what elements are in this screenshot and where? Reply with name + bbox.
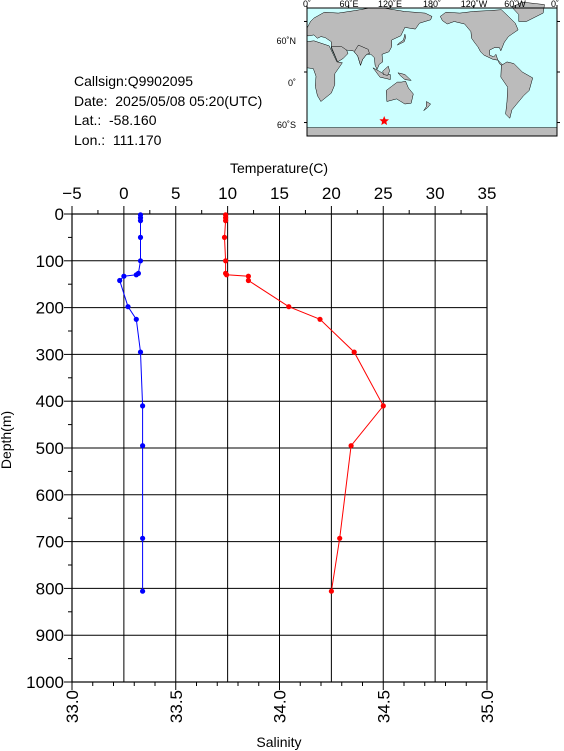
depth-tick-3: 300 <box>36 345 64 364</box>
temp-tick-7: 30 <box>426 184 445 203</box>
depth-tick-9: 900 <box>36 626 64 645</box>
temperature-point-2 <box>223 218 229 224</box>
map-lat-tick-1: 0˚ <box>288 78 296 88</box>
salinity-points <box>117 212 146 594</box>
depth-tick-10: 1000 <box>26 673 64 692</box>
temp-tick-5: 20 <box>322 184 341 203</box>
new-guinea <box>397 72 412 81</box>
salinity-point-14 <box>140 535 146 541</box>
salinity-point-11 <box>137 349 144 355</box>
temp-tick-4: 15 <box>270 184 289 203</box>
antarctica <box>307 127 557 136</box>
temperature-point-4 <box>223 258 229 264</box>
africa <box>306 40 343 102</box>
temp-tick-8: 35 <box>478 184 497 203</box>
temp-tick-2: 5 <box>171 184 180 203</box>
salinity-tick-0: 33.0 <box>63 690 82 723</box>
temperature-point-7 <box>245 273 251 279</box>
arabia <box>330 46 349 63</box>
depth-tick-1: 100 <box>36 252 64 271</box>
salinity-point-4 <box>137 258 144 264</box>
depth-tick-6: 600 <box>36 486 64 505</box>
map-lon-tick-6: 0˚ <box>551 0 559 9</box>
new-zealand <box>423 101 431 111</box>
map-lon-tick-1: 60˚E <box>339 0 358 9</box>
australia <box>385 81 414 105</box>
longitude-label: Lon.: 111.170 <box>74 131 162 148</box>
map-ticks <box>304 5 560 124</box>
depth-tick-4: 400 <box>36 392 64 411</box>
map-lon-tick-4: 120˚W <box>461 0 488 9</box>
temperature-points <box>221 212 386 594</box>
salinity-tick-3: 34.5 <box>374 690 393 723</box>
salinity-point-7 <box>121 273 127 279</box>
salinity-point-12 <box>140 403 146 409</box>
temperature-point-3 <box>221 234 228 240</box>
temperature-axis-label: Temperature(C) <box>230 160 328 176</box>
float-info: Callsign:Q9902095 Date: 2025/05/08 05:20… <box>74 72 262 150</box>
japan <box>397 34 406 46</box>
temperature-point-13 <box>348 443 354 449</box>
salinity-point-3 <box>137 234 144 240</box>
salinity-profile-line <box>119 214 144 592</box>
greenland <box>511 1 545 22</box>
temp-tick-0: −5 <box>62 184 81 203</box>
temperature-profile-line <box>223 214 384 592</box>
map-lat-tick-0: 60˚N <box>276 36 296 46</box>
salinity-point-13 <box>140 443 146 449</box>
map-lat-tick-2: 60˚S <box>277 120 296 130</box>
temp-tick-3: 10 <box>218 184 237 203</box>
salinity-tick-2: 34.0 <box>271 690 290 723</box>
salinity-point-8 <box>117 277 123 284</box>
salinity-axis-label: Salinity <box>256 734 301 750</box>
salinity-point-10 <box>133 316 139 322</box>
temp-tick-1: 0 <box>119 184 128 203</box>
map-lon-tick-0: 0˚ <box>303 0 311 9</box>
temperature-point-12 <box>380 403 386 409</box>
temp-tick-6: 25 <box>374 184 393 203</box>
callsign-label: Callsign:Q9902095 <box>74 73 194 89</box>
salinity-point-6 <box>133 272 139 278</box>
date-label: Date: 2025/05/08 05:20(UTC) <box>74 92 263 109</box>
map-lon-tick-5: 60˚W <box>504 0 526 9</box>
salinity-point-15 <box>140 588 146 594</box>
borneo <box>382 65 390 76</box>
depth-tick-2: 200 <box>36 299 64 318</box>
map-land <box>306 1 557 136</box>
temperature-point-8 <box>245 277 251 284</box>
salinity-point-9 <box>125 304 131 310</box>
north-america <box>439 9 519 66</box>
latitude-label: Lat.: -58.160 <box>74 112 157 128</box>
depth-tick-7: 700 <box>36 533 64 552</box>
map-lon-tick-2: 120˚E <box>378 0 402 9</box>
chart-grid <box>71 213 488 683</box>
depth-tick-0: 0 <box>55 205 64 224</box>
depth-axis-label: Depth(m) <box>0 411 14 469</box>
map-lon-tick-3: 180˚ <box>423 0 441 9</box>
salinity-point-2 <box>137 218 144 224</box>
temperature-point-11 <box>351 349 357 355</box>
chart-ticks <box>64 206 488 690</box>
salinity-tick-4: 35.0 <box>478 690 497 723</box>
temperature-point-6 <box>224 272 230 278</box>
temperature-point-15 <box>328 588 334 594</box>
temperature-point-10 <box>317 316 323 322</box>
salinity-tick-1: 33.5 <box>167 690 186 723</box>
star-icon <box>379 116 389 125</box>
depth-tick-5: 500 <box>36 439 64 458</box>
temperature-point-9 <box>286 304 292 310</box>
indonesia <box>372 67 391 80</box>
south-america <box>500 61 533 119</box>
depth-tick-8: 800 <box>36 579 64 598</box>
india <box>353 44 370 67</box>
temperature-point-14 <box>337 535 343 541</box>
